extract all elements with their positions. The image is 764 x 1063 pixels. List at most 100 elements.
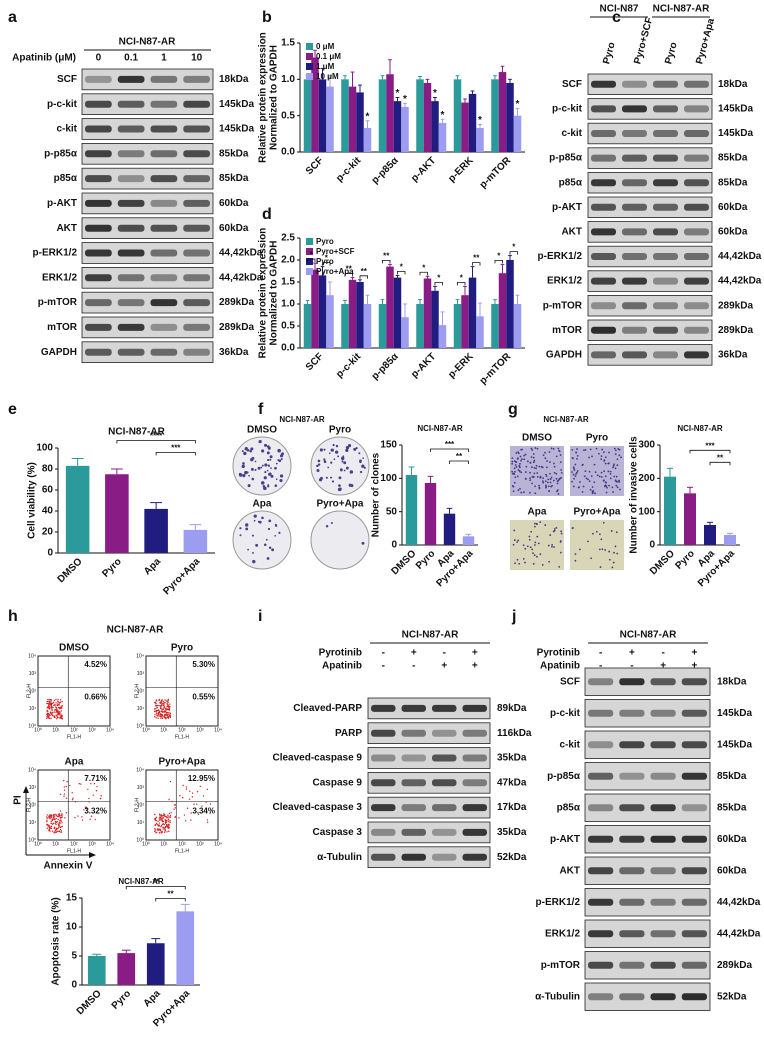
colony: [327, 466, 330, 469]
plot-label: DMSO: [59, 643, 89, 654]
band: [653, 179, 678, 187]
cell: [530, 530, 533, 533]
event: [53, 832, 55, 834]
colony: [266, 458, 270, 462]
event: [169, 821, 171, 824]
event: [58, 712, 61, 714]
colony: [258, 520, 262, 524]
cell: [604, 549, 607, 551]
significance: *: [497, 252, 501, 261]
cell: [620, 456, 622, 459]
cell: [598, 475, 601, 478]
event: [158, 715, 160, 717]
event: [161, 823, 164, 826]
bar: [303, 79, 312, 152]
bar: [311, 269, 319, 348]
chart-title: NCI-N87-AR: [417, 424, 463, 433]
event: [58, 713, 60, 716]
y-tick-label: 0.5: [281, 110, 295, 121]
lane-label: Pyro+SCF: [632, 16, 655, 65]
event: [155, 702, 157, 705]
event: [92, 794, 94, 796]
band: [619, 930, 645, 938]
bar: [453, 79, 462, 152]
row-label: SCF: [560, 676, 580, 687]
event: [57, 813, 60, 816]
cell: [535, 464, 538, 467]
event: [162, 828, 164, 830]
colony: [353, 448, 356, 451]
cell: [578, 481, 581, 483]
significance: **: [383, 252, 390, 261]
colony: [319, 448, 323, 452]
y-axis-label: Number of clones: [371, 452, 382, 537]
event: [166, 831, 168, 833]
event: [163, 823, 166, 826]
bar: [506, 82, 514, 152]
event: [50, 814, 53, 817]
tick-label: 10⁴: [28, 767, 36, 773]
cell: [533, 472, 536, 475]
event: [47, 824, 49, 826]
tick-label: 10⁰: [142, 727, 150, 733]
cell: [545, 466, 548, 469]
cell: [573, 469, 576, 471]
colony: [279, 474, 284, 478]
bracket: [449, 460, 469, 464]
event: [61, 707, 63, 709]
event: [57, 709, 59, 712]
event: [166, 817, 168, 819]
event: [54, 716, 56, 719]
band: [653, 105, 678, 113]
blot-strip: [367, 796, 491, 819]
band: [622, 253, 647, 260]
event: [84, 806, 87, 808]
cell: [552, 479, 555, 482]
band: [591, 80, 616, 88]
event: [169, 814, 172, 817]
event: [164, 710, 166, 712]
cell: [511, 457, 514, 460]
image-label: Apa: [253, 499, 272, 510]
band: [183, 274, 210, 282]
event: [202, 795, 205, 797]
x-tick-label: Pyro: [110, 988, 134, 1012]
cell: [560, 532, 563, 535]
bar: [87, 956, 106, 985]
event: [166, 819, 168, 822]
row-label: p85α: [54, 173, 78, 184]
event: [185, 820, 187, 822]
band: [681, 772, 707, 780]
colony: [338, 476, 342, 480]
colony: [333, 458, 336, 461]
cell: [517, 489, 520, 492]
event: [160, 832, 162, 834]
cell: [519, 488, 521, 490]
bar: [438, 122, 447, 152]
row-label: p-AKT: [550, 834, 580, 845]
colony: [328, 452, 331, 455]
cell: [515, 461, 517, 463]
event: [59, 710, 61, 713]
cell: [534, 541, 537, 544]
band: [619, 678, 645, 686]
event: [55, 815, 58, 817]
band: [653, 130, 678, 137]
event: [50, 816, 52, 819]
band: [619, 709, 645, 717]
event: [85, 808, 88, 810]
legend-swatch: [306, 238, 313, 245]
colony: [277, 448, 281, 453]
size-label: 44,42kDa: [219, 272, 263, 283]
legend-swatch: [306, 268, 313, 275]
panel-label: i: [258, 608, 262, 625]
event: [162, 820, 165, 823]
event: [160, 815, 163, 817]
event: [78, 783, 81, 785]
event: [173, 808, 175, 810]
event: [55, 714, 57, 717]
size-label: 44,42kDa: [717, 928, 761, 939]
bar: [423, 82, 432, 152]
cell: [607, 462, 610, 465]
blot-strip: [367, 697, 491, 720]
